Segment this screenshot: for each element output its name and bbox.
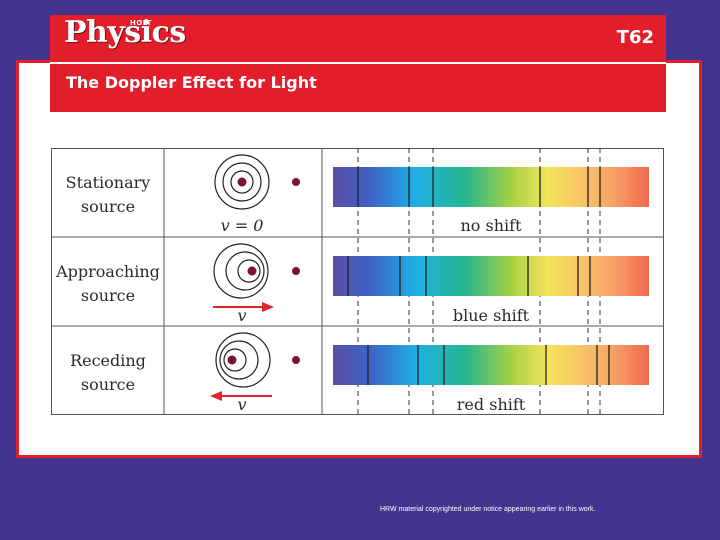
observer-dot: [292, 267, 300, 275]
spectral-lines: [357, 167, 601, 207]
velocity-label: v = 0: [221, 216, 264, 235]
slide-title: The Doppler Effect for Light: [66, 73, 317, 92]
row-label-line2: source: [81, 197, 135, 216]
shift-label: blue shift: [453, 306, 530, 325]
row-label-line2: source: [81, 286, 135, 305]
shift-label: red shift: [457, 395, 526, 414]
row-label-line1: Receding: [70, 351, 146, 370]
row-stationary-source: Stationary source v = 0 no shift: [66, 154, 649, 235]
velocity-label: v: [237, 395, 246, 414]
wavefront-circles: [215, 332, 271, 388]
source-dot: [247, 266, 257, 276]
holt-logo-text: HOLT: [130, 19, 152, 27]
shift-label: no shift: [460, 216, 522, 235]
row-label-line2: source: [81, 375, 135, 394]
source-dot: [227, 355, 237, 365]
row-label-line1: Approaching: [55, 262, 160, 281]
observer-dot: [292, 178, 300, 186]
doppler-diagram: Stationary source v = 0 no shift Approac…: [51, 148, 664, 415]
transparency-number: T62: [616, 27, 654, 48]
header-divider: [50, 62, 666, 64]
velocity-arrow-right: [213, 302, 274, 312]
row-receding-source: Receding source v red shift: [70, 332, 649, 414]
spectral-lines: [347, 256, 591, 296]
spectrum-bar: [333, 167, 649, 207]
spectrum-bar: [333, 345, 649, 385]
wavefront-circles: [214, 154, 270, 210]
source-dot: [237, 177, 247, 187]
physics-logo: Physics: [64, 15, 186, 50]
velocity-label: v: [237, 306, 246, 325]
wavefront-circles: [213, 243, 269, 299]
header-bar: Physics HOLT T62 The Doppler Effect for …: [50, 15, 666, 112]
copyright-note: HRW material copyrighted under notice ap…: [380, 506, 596, 513]
velocity-arrow-left: [210, 391, 272, 401]
row-approaching-source: Approaching source v blue shift: [55, 243, 649, 325]
spectrum-bar: [333, 256, 649, 296]
spectral-lines: [367, 345, 610, 385]
row-label-line1: Stationary: [66, 173, 151, 192]
observer-dot: [292, 356, 300, 364]
